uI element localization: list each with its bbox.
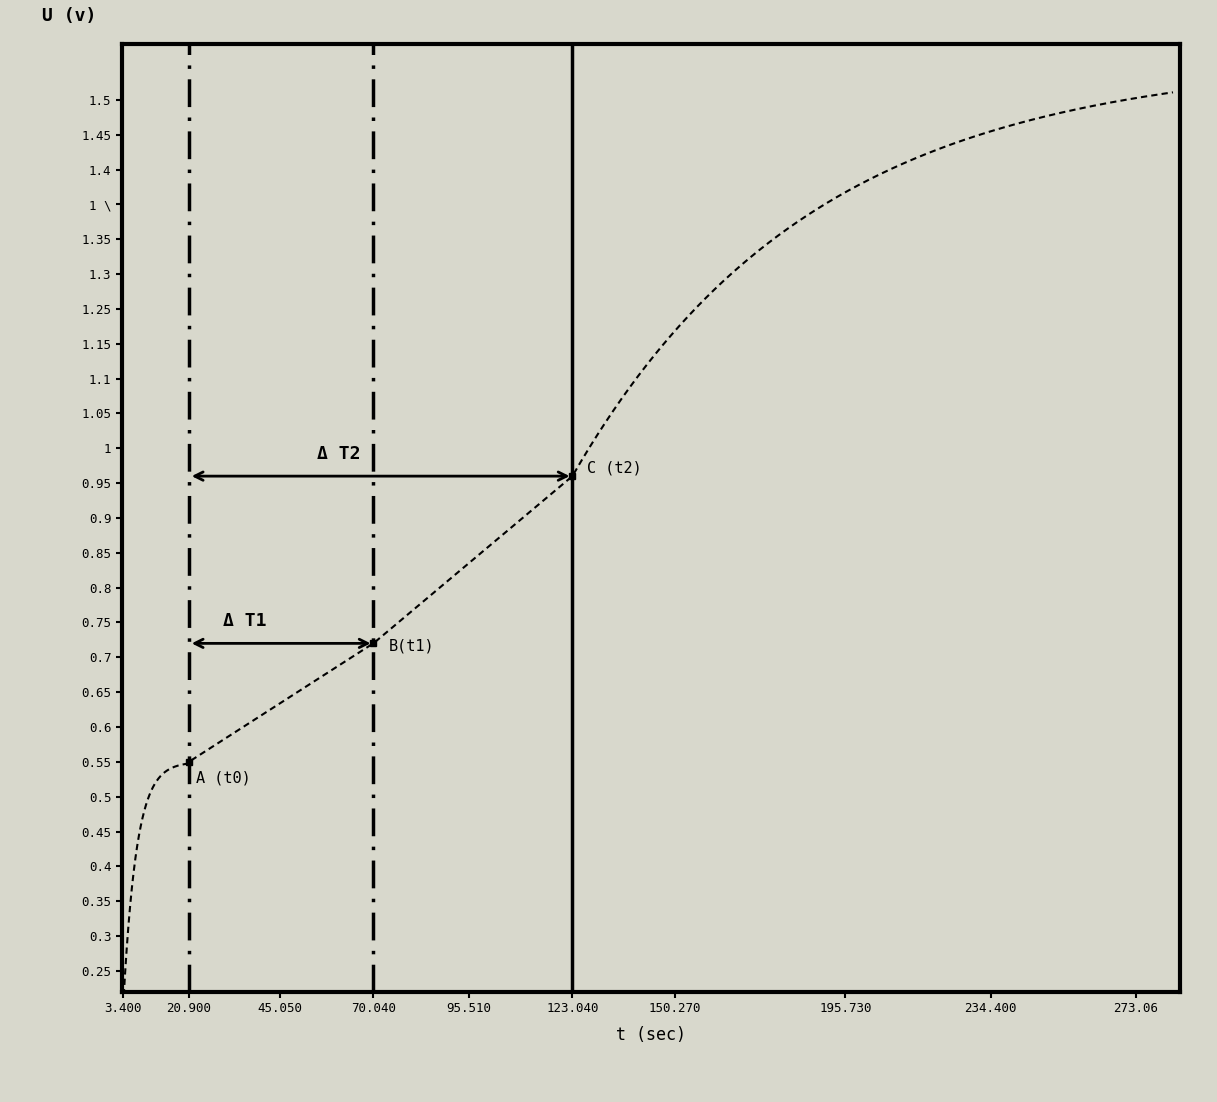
Text: B(t1): B(t1) [388,638,434,653]
Text: A (t0): A (t0) [196,770,251,786]
X-axis label: t (sec): t (sec) [616,1026,686,1045]
Text: Δ T2: Δ T2 [316,445,360,463]
Text: Δ T1: Δ T1 [223,612,267,630]
Text: C (t2): C (t2) [588,461,643,476]
Text: U (v): U (v) [43,7,96,25]
